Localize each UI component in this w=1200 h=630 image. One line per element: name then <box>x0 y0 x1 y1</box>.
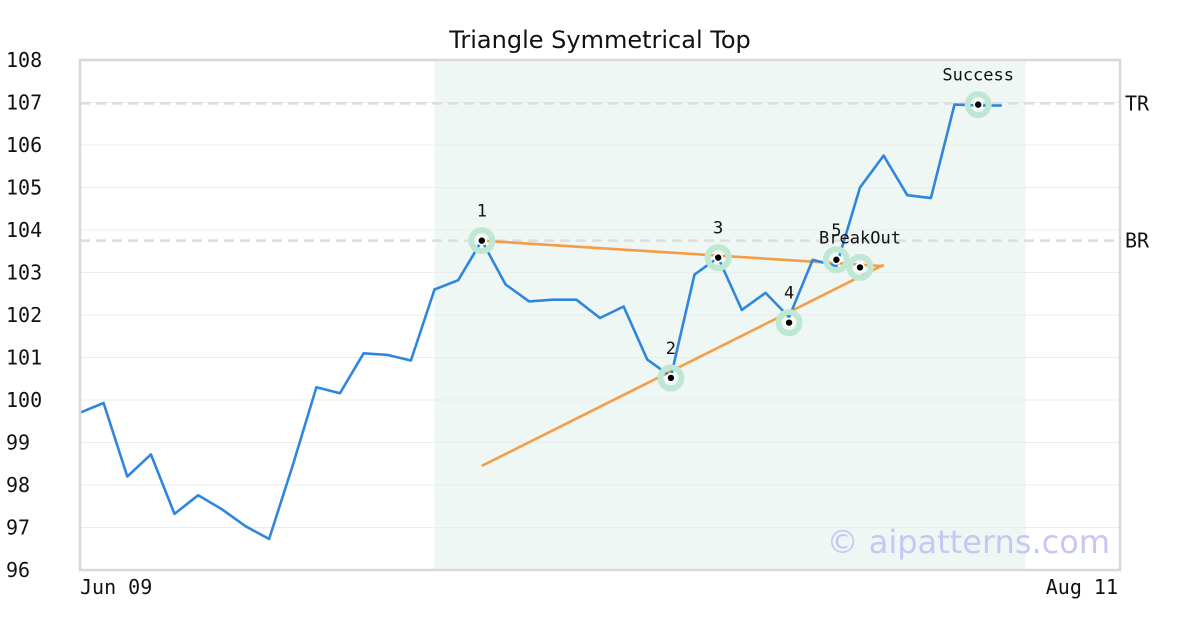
point-ring <box>964 91 992 119</box>
y-tick-label: 98 <box>6 473 30 497</box>
point-ring <box>846 253 874 281</box>
point-ring <box>775 309 803 337</box>
y-tick-label: 100 <box>6 388 42 412</box>
y-tick-label: 101 <box>6 346 42 370</box>
point-label: BreakOut <box>819 228 901 248</box>
point-dot <box>974 101 982 108</box>
point-dot <box>478 237 486 244</box>
point-label: 2 <box>666 339 676 359</box>
watermark: © aipatterns.com <box>827 523 1110 561</box>
chart-title: Triangle Symmetrical Top <box>448 26 751 54</box>
point-ring <box>822 246 850 274</box>
point-dot <box>833 256 840 263</box>
y-tick-label: 99 <box>6 431 30 455</box>
point-label: 1 <box>477 202 487 222</box>
point-label: 4 <box>784 284 794 304</box>
point-dot <box>667 374 675 382</box>
level-label: TR <box>1125 91 1150 115</box>
x-tick-label: Aug 11 <box>1046 575 1118 599</box>
point-label: 3 <box>713 219 723 239</box>
y-tick-label: 102 <box>6 303 42 327</box>
point-label: Success <box>942 66 1014 86</box>
point-ring <box>468 227 496 255</box>
point-ring <box>704 244 732 272</box>
y-tick-label: 108 <box>6 48 42 72</box>
y-tick-label: 96 <box>6 558 30 582</box>
x-tick-label: Jun 09 <box>80 575 152 599</box>
y-tick-label: 105 <box>6 176 42 200</box>
level-lines: TR BR <box>80 91 1150 253</box>
y-tick-label: 107 <box>6 91 42 115</box>
grid <box>80 59 1120 571</box>
y-tick-label: 103 <box>6 261 42 285</box>
point-label: 5 <box>831 221 841 241</box>
y-tick-label: 97 <box>6 516 30 540</box>
plot-frame <box>78 58 1122 572</box>
point-ring <box>657 364 685 392</box>
point-dot <box>856 264 864 271</box>
y-tick-label: 106 <box>6 133 42 157</box>
level-label: BR <box>1125 229 1150 253</box>
point-dot <box>785 319 793 326</box>
y-tick-label: 104 <box>6 218 42 242</box>
point-dot <box>714 254 722 261</box>
y-axis-ticks: 96 97 98 99 100 101 102 103 104 105 106 107 108 <box>6 48 42 582</box>
price-line <box>79 103 1002 541</box>
trendline <box>481 263 885 468</box>
